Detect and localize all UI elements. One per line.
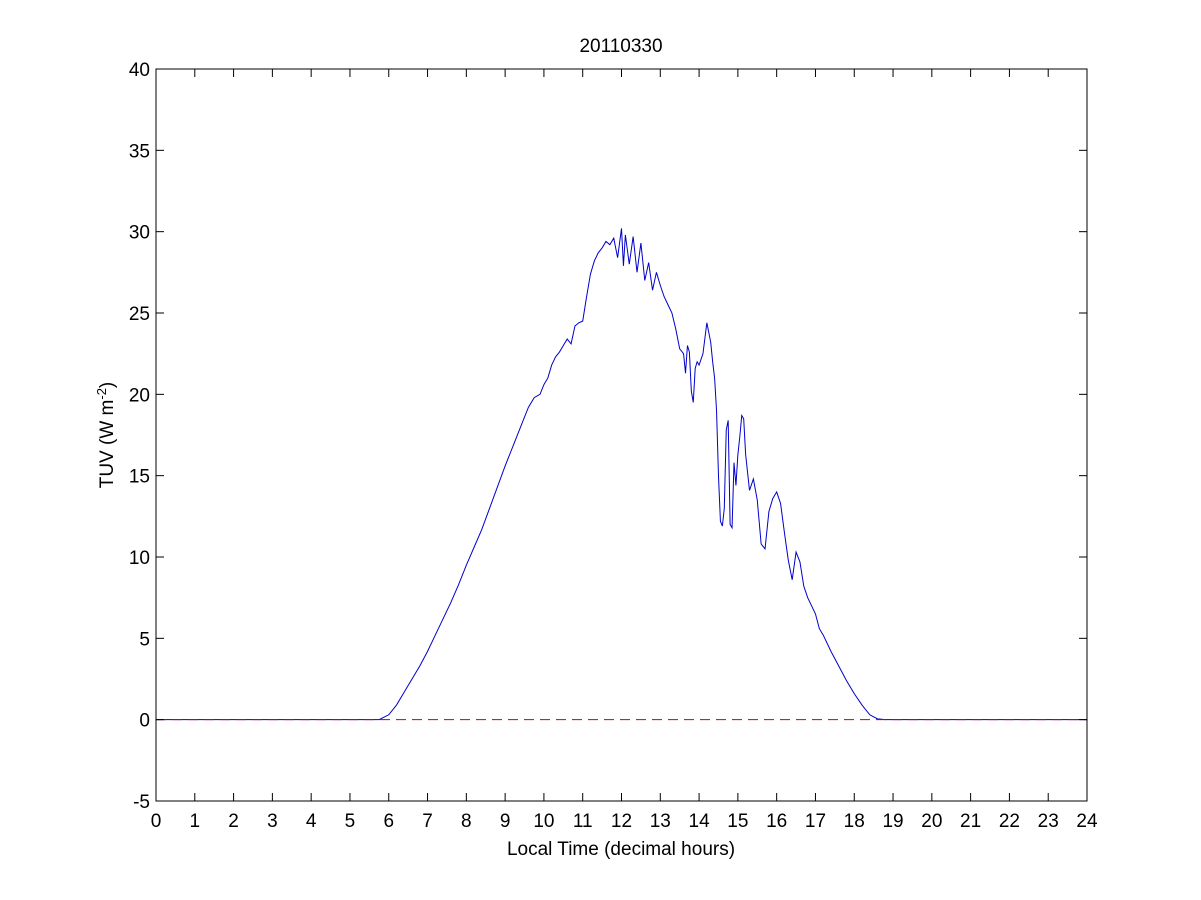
x-tick-label: 21: [960, 811, 981, 832]
x-tick-label: 23: [1038, 811, 1059, 832]
y-tick-label: 15: [129, 467, 150, 488]
y-tick-label: 5: [139, 629, 150, 650]
x-tick-label: 16: [766, 811, 787, 832]
x-tick-label: 13: [650, 811, 671, 832]
x-tick-label: 5: [345, 811, 356, 832]
tuv-series-line: [156, 228, 1087, 721]
y-tick-label: -5: [133, 792, 150, 813]
x-tick-label: 9: [500, 811, 511, 832]
x-tick-label: 18: [844, 811, 865, 832]
y-axis-label: TUV (W m-2): [94, 382, 118, 489]
x-tick-label: 20: [921, 811, 942, 832]
x-tick-label: 2: [228, 811, 239, 832]
x-tick-label: 8: [461, 811, 472, 832]
y-axis-label-close: ): [97, 382, 118, 388]
y-tick-label: 25: [129, 304, 150, 325]
y-tick-label: 10: [129, 548, 150, 569]
x-tick-label: 0: [151, 811, 162, 832]
y-tick-label: 30: [129, 223, 150, 244]
x-tick-label: 24: [1076, 811, 1098, 832]
x-tick-label: 11: [573, 811, 593, 832]
series-layer: [156, 228, 1087, 721]
y-tick-label: 40: [129, 60, 150, 81]
x-tick-label: 17: [805, 811, 826, 832]
y-axis-label-main: TUV (W m: [97, 400, 118, 489]
x-tick-label: 7: [422, 811, 433, 832]
x-tick-label: 14: [689, 811, 711, 832]
y-tick-label: 20: [129, 385, 150, 406]
y-tick-label: 35: [129, 141, 150, 162]
x-tick-label: 15: [727, 811, 748, 832]
x-tick-label: 4: [306, 811, 317, 832]
axes-background: [156, 69, 1087, 801]
x-tick-label: 1: [190, 811, 201, 832]
x-axis-label: Local Time (decimal hours): [507, 839, 735, 860]
y-axis-label-superscript: -2: [94, 388, 109, 400]
x-tick-label: 10: [533, 811, 554, 832]
x-tick-label: 12: [611, 811, 632, 832]
x-tick-label: 19: [882, 811, 903, 832]
y-tick-label: 0: [139, 711, 150, 732]
chart-title: 20110330: [579, 36, 662, 57]
x-tick-label: 22: [999, 811, 1020, 832]
x-tick-label: 3: [267, 811, 278, 832]
tick-layer: 0 1 2 3 4 5 6 7 8 9 10 11 12 13 14 15 16 17 18 19 20 21 22 23 24…: [129, 60, 1098, 832]
x-tick-label: 6: [383, 811, 394, 832]
